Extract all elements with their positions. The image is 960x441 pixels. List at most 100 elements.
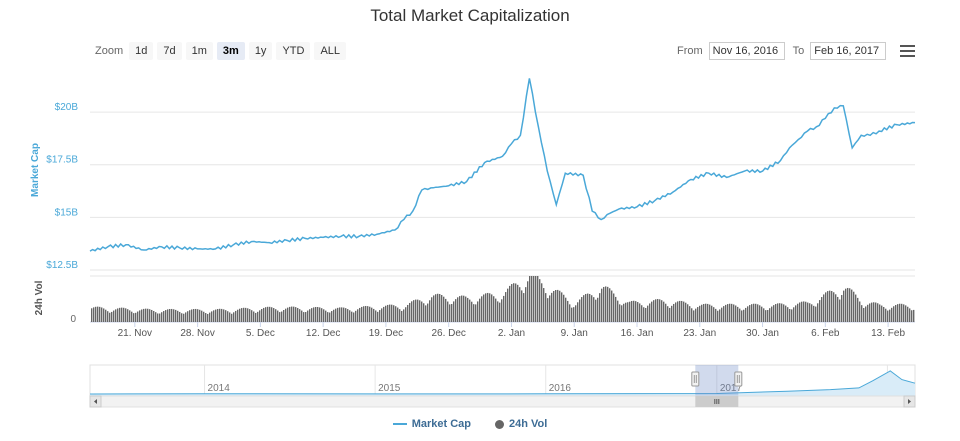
volume-bar (299, 309, 301, 322)
volume-bar (675, 302, 677, 322)
market-cap-point (583, 175, 584, 176)
volume-bar (877, 303, 879, 322)
market-cap-point (340, 236, 341, 237)
from-date-input[interactable] (708, 42, 785, 60)
volume-bar (327, 312, 329, 322)
to-label: To (792, 45, 805, 57)
volume-bar (405, 307, 407, 322)
hamburger-menu-icon[interactable] (900, 45, 915, 57)
volume-bar (265, 307, 267, 322)
volume-bar (213, 310, 215, 322)
volume-bar (107, 311, 109, 322)
volume-bar (179, 311, 181, 322)
volume-bar (555, 290, 557, 322)
volume-bar (511, 284, 513, 322)
volume-bar (251, 310, 253, 322)
volume-bar (551, 292, 553, 322)
volume-bar (665, 303, 667, 322)
volume-bar (163, 311, 165, 322)
navigator-handle[interactable] (734, 371, 743, 387)
market-cap-point (556, 204, 557, 205)
volume-bar (457, 297, 459, 322)
volume-bar (209, 312, 211, 322)
volume-bar (567, 300, 569, 322)
volume-bar (491, 294, 493, 322)
volume-bar (775, 304, 777, 322)
market-cap-point (89, 250, 90, 251)
volume-bar (431, 297, 433, 322)
volume-bar (321, 308, 323, 322)
volume-bar (153, 310, 155, 322)
legend: Market Cap 24h Vol (0, 418, 940, 430)
volume-bar (305, 312, 307, 322)
volume-bar (259, 310, 261, 322)
volume-bar (845, 288, 847, 322)
volume-bar (339, 307, 341, 322)
volume-bar (605, 286, 607, 322)
market-cap-point (914, 122, 915, 123)
zoom-ytd-button[interactable]: YTD (276, 42, 311, 60)
zoom-7d-button[interactable]: 7d (157, 42, 182, 60)
volume-bar (569, 304, 571, 322)
volume-bar (543, 288, 545, 322)
zoom-1y-button[interactable]: 1y (248, 42, 273, 60)
volume-bar (557, 289, 559, 322)
volume-bar (253, 311, 255, 322)
volume-bar (739, 308, 741, 322)
volume-bar (647, 305, 649, 322)
volume-bar (227, 311, 229, 322)
volume-bar (685, 302, 687, 322)
zoom-1d-button[interactable]: 1d (129, 42, 154, 60)
volume-bar (319, 307, 321, 322)
volume-bar (335, 308, 337, 322)
volume-bar (497, 301, 499, 322)
volume-bar (607, 286, 609, 322)
zoom-all-button[interactable]: ALL (314, 42, 347, 60)
volume-bar (799, 302, 801, 322)
volume-bar (513, 283, 515, 322)
y-tick-label: $20B (55, 102, 79, 113)
market-cap-point (323, 237, 324, 238)
navigator-handle[interactable] (691, 371, 700, 387)
volume-bar (503, 295, 505, 322)
market-cap-point (672, 192, 673, 193)
volume-bar (219, 308, 221, 322)
volume-bar (683, 301, 685, 322)
volume-bar (115, 309, 117, 322)
legend-item-24h-vol[interactable]: 24h Vol (494, 418, 547, 430)
volume-bar (465, 296, 467, 322)
navigator-pane (89, 364, 916, 397)
volume-bar (573, 307, 575, 322)
volume-bar (481, 296, 483, 322)
market-cap-point (143, 249, 144, 250)
volume-bar (477, 301, 479, 322)
volume-bar (865, 306, 867, 322)
volume-bar (595, 299, 597, 322)
market-cap-point (870, 135, 871, 136)
volume-bar (913, 309, 915, 322)
volume-bar (225, 310, 227, 322)
volume-bar (231, 313, 233, 322)
navigator-year-label: 2016 (549, 383, 572, 394)
legend-item-market-cap[interactable]: Market Cap (392, 418, 471, 430)
volume-bar (677, 301, 679, 322)
volume-bar (593, 297, 595, 322)
market-cap-point (852, 147, 853, 148)
volume-bar (241, 308, 243, 322)
volume-bar (287, 307, 289, 322)
volume-bar (531, 276, 533, 322)
volume-bar (257, 311, 259, 322)
volume-bar (373, 308, 375, 322)
volume-bar (777, 303, 779, 322)
volume-bar (711, 305, 713, 322)
volume-bar (125, 308, 127, 322)
volume-bar (351, 311, 353, 322)
to-date-input[interactable] (810, 42, 887, 60)
volume-bar (425, 305, 427, 322)
volume-bar (869, 303, 871, 322)
zoom-3m-button[interactable]: 3m (216, 42, 245, 60)
volume-bar (303, 312, 305, 322)
zoom-1m-button[interactable]: 1m (185, 42, 213, 60)
volume-bar (519, 287, 521, 322)
